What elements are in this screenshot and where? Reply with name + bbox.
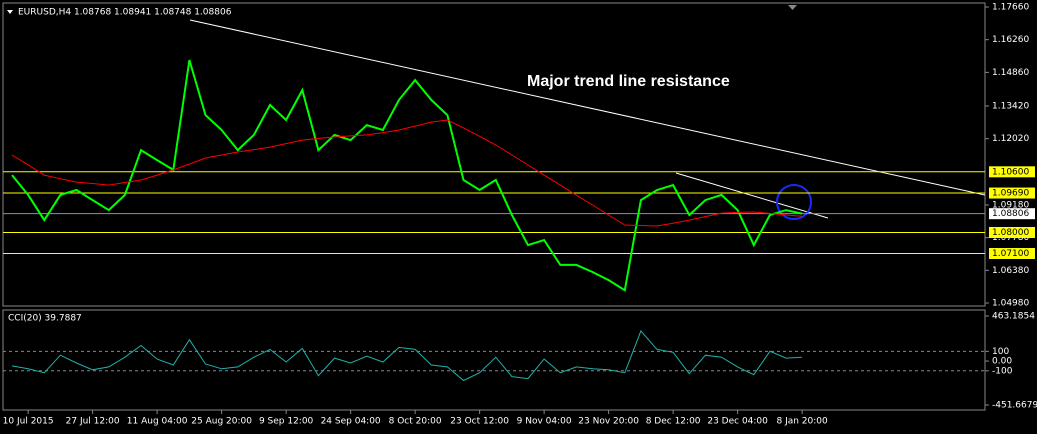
y-tick-label: 1.16260 [992, 35, 1029, 45]
chart-title: EURUSD,H4 1.08768 1.08941 1.08748 1.0880… [18, 8, 232, 18]
x-tick-label: 8 Jan 20:00 [776, 417, 828, 427]
level-label: 1.08000 [992, 228, 1029, 238]
series-line [11, 119, 803, 227]
level-label: 1.10600 [992, 167, 1029, 177]
price-label: 1.08806 [992, 209, 1029, 219]
x-tick-label: 25 Aug 20:00 [191, 417, 252, 427]
y-tick-label: 463.1854 [992, 312, 1035, 322]
level-label-bg [989, 248, 1035, 260]
y-tick-label: 1.04980 [992, 299, 1029, 309]
y-tick-label: 1.17660 [992, 3, 1029, 13]
x-tick-label: 8 Dec 12:00 [646, 417, 701, 427]
price-label-bg [989, 208, 1035, 220]
y-tick-label: 1.07780 [992, 233, 1029, 243]
y-tick-label: 0.00 [992, 357, 1012, 367]
level-label: 1.09690 [992, 189, 1029, 199]
trend-line [189, 19, 986, 196]
x-tick-label: 23 Dec 04:00 [707, 417, 768, 427]
x-tick-label: 23 Oct 12:00 [450, 417, 509, 427]
y-tick-label: 1.14860 [992, 68, 1029, 78]
menu-arrow[interactable] [7, 10, 13, 14]
x-tick-label: 8 Oct 20:00 [389, 417, 442, 427]
shift-marker [788, 5, 797, 10]
price-panel [2, 2, 986, 307]
annotation: Major trend line resistance [527, 73, 730, 90]
y-tick-label: 100 [992, 347, 1009, 357]
level-label: 1.07100 [992, 249, 1029, 259]
x-tick-label: 10 Jul 2015 [3, 417, 54, 427]
y-tick-label: -100 [992, 366, 1013, 376]
x-tick-label: 23 Nov 20:00 [578, 417, 639, 427]
trend-line [675, 172, 829, 219]
level-label-bg [989, 227, 1035, 239]
y-tick-label: -451.6679 [992, 401, 1037, 411]
x-tick-label: 9 Nov 04:00 [517, 417, 572, 427]
x-tick-label: 27 Jul 12:00 [66, 417, 120, 427]
series-line [11, 59, 803, 292]
x-tick-label: 11 Aug 04:00 [127, 417, 188, 427]
y-tick-label: 1.13420 [992, 101, 1029, 111]
level-label-bg [989, 187, 1035, 199]
cci-panel [2, 309, 986, 411]
y-tick-label: 1.12020 [992, 134, 1029, 144]
indicator-title: CCI(20) 39.7887 [8, 314, 82, 324]
series-line [11, 329, 803, 382]
x-tick-label: 9 Sep 12:00 [259, 417, 314, 427]
y-tick-label: 1.06380 [992, 266, 1029, 276]
highlight-circle [776, 184, 812, 220]
y-tick-label: 1.09180 [992, 200, 1029, 210]
x-tick-label: 24 Sep 04:00 [321, 417, 381, 427]
level-label-bg [989, 166, 1035, 178]
